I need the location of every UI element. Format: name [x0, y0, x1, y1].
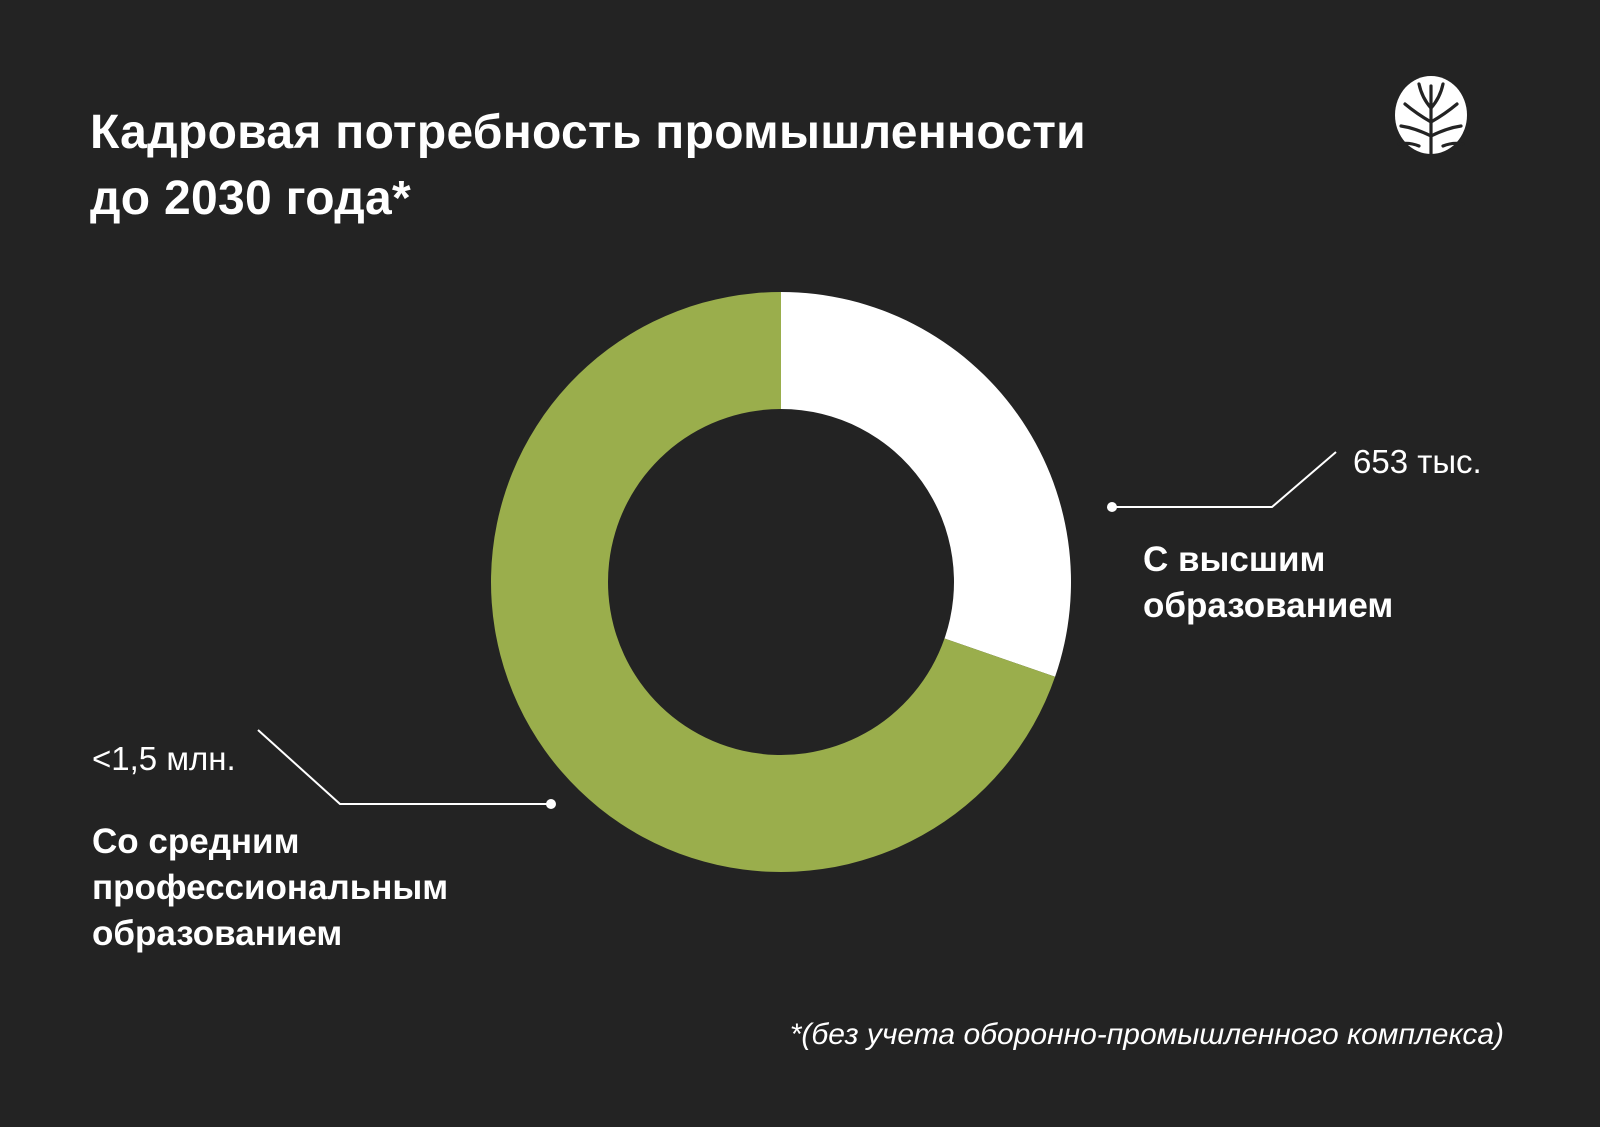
vocational-education-label: Со средним профессиональным образованием: [92, 819, 448, 957]
higher-education-connector-dot: [1107, 502, 1117, 512]
vocational-education-label-line-3: образованием: [92, 914, 343, 953]
page-title-line-2: до 2030 года*: [90, 172, 412, 225]
vocational-education-label-line-2: профессиональным: [92, 868, 449, 907]
vocational-education-connector: [257, 729, 551, 805]
higher-education-label-line-2: образованием: [1143, 586, 1394, 625]
vocational-education-connector-dot: [546, 799, 556, 809]
higher-education-label-line-1: С высшим: [1143, 540, 1326, 579]
higher-education-slice: [781, 292, 1071, 677]
page-title: Кадровая потребность промышленности до 2…: [90, 100, 1290, 232]
higher-education-connector: [1112, 451, 1337, 508]
page-title-line-1: Кадровая потребность промышленности: [90, 106, 1086, 159]
vocational-education-label-line-1: Со средним: [92, 822, 300, 861]
vocational-education-slice: [491, 292, 1056, 872]
higher-education-label: С высшим образованием: [1143, 537, 1393, 629]
vocational-education-value: <1,5 млн.: [92, 740, 236, 777]
higher-education-value: 653 тыс.: [1353, 443, 1482, 480]
footnote: *(без учета оборонно-промышленного компл…: [789, 1018, 1504, 1051]
tree-logo-icon: [1395, 76, 1467, 154]
